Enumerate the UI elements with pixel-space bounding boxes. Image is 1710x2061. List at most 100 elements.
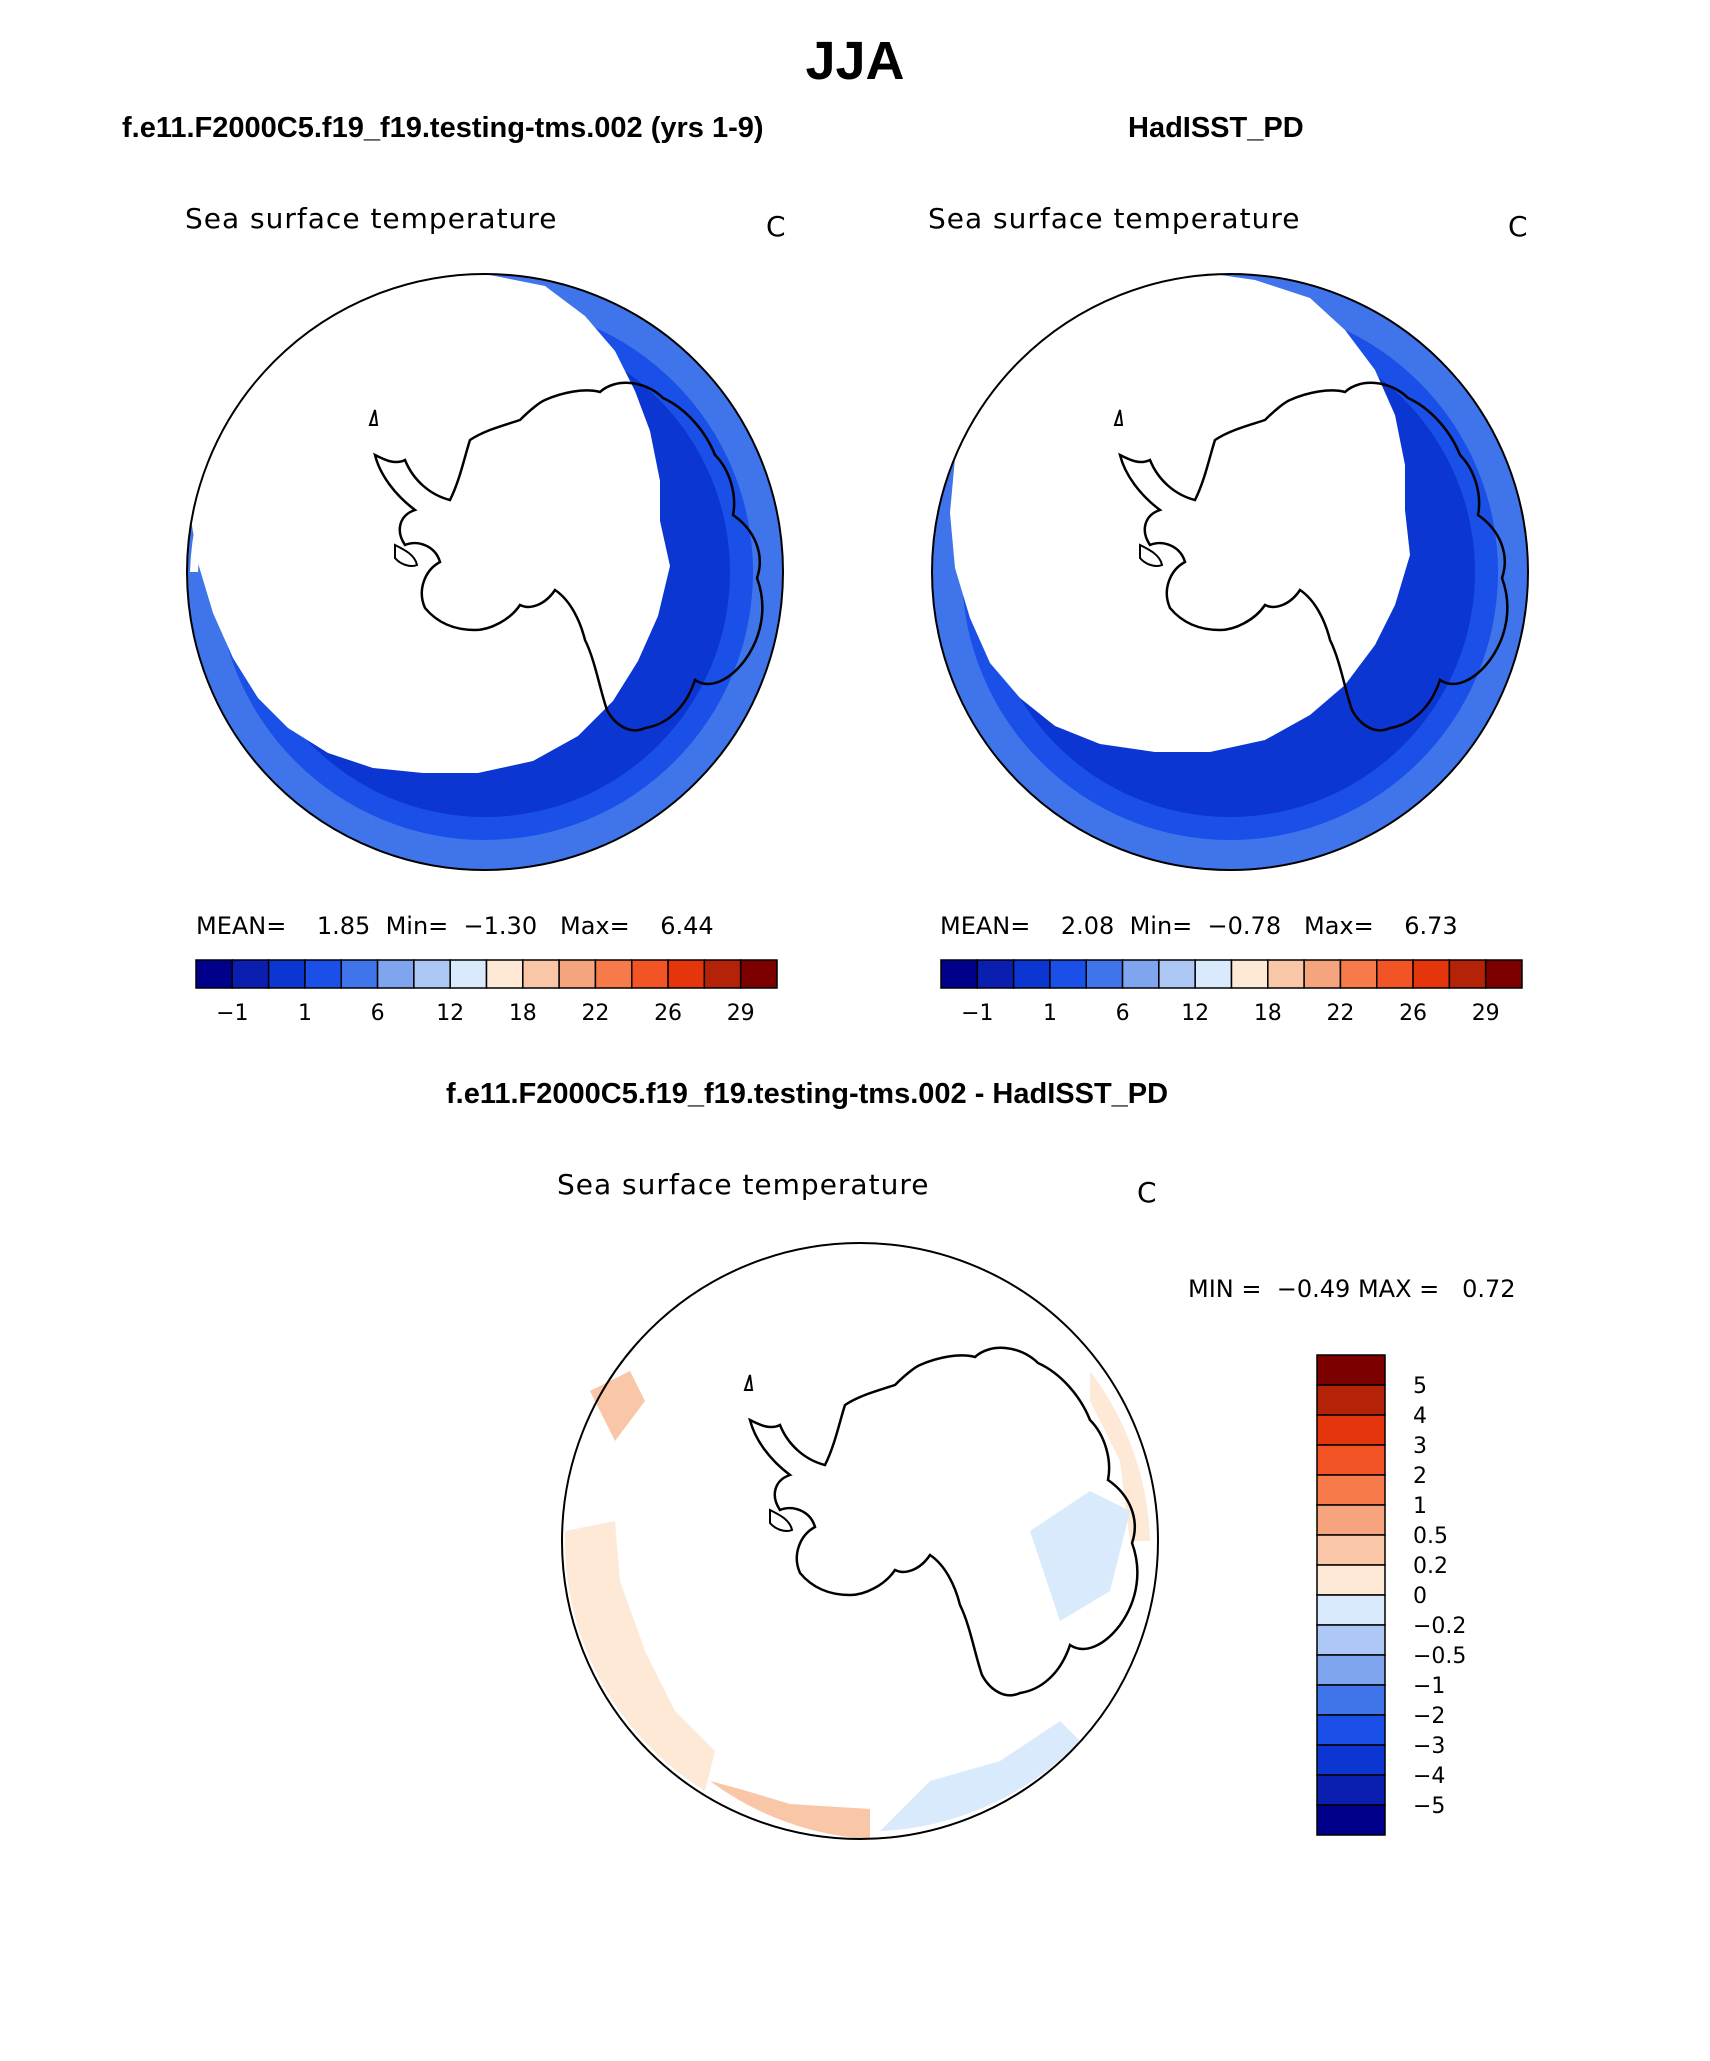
- diff-minmax: MIN = −0.49 MAX = 0.72: [1188, 1275, 1516, 1303]
- left-colorbar-swatch-5: [376, 959, 415, 989]
- left-colorbar-swatch-9: [522, 959, 560, 989]
- left-panel-header: f.e11.F2000C5.f19_f19.testing-tms.002 (y…: [122, 112, 764, 144]
- diff-colorbar-swatch-1: [1316, 1384, 1386, 1416]
- diff-colorbar-swatch-12: [1316, 1714, 1386, 1746]
- left-mean-label: MEAN=: [196, 912, 287, 940]
- diff-colorbar-swatch-8: [1316, 1594, 1386, 1626]
- left-max-label: Max=: [559, 912, 630, 940]
- right-stats: MEAN= 2.08 Min= −0.78 Max= 6.73: [940, 912, 1458, 940]
- diff-max-value: 0.72: [1462, 1275, 1516, 1303]
- diff-colorbar: 5 4 3 2 1 0.5 0.2 0 −0.2 −0.5 −1 −2 −3 −4 −5: [1316, 1354, 1466, 1836]
- diff-colorbar-tick-label-0: 5: [1413, 1374, 1427, 1399]
- diff-colorbar-swatch-5: [1316, 1504, 1386, 1536]
- diff-colorbar-tick-label-10: −1: [1413, 1674, 1445, 1699]
- diff-colorbar-swatch-13: [1316, 1744, 1386, 1776]
- diff-colorbar-swatch-0: [1316, 1354, 1386, 1386]
- left-colorbar-swatch-0: [195, 959, 234, 989]
- right-colorbar-swatch-11: [1339, 959, 1378, 989]
- left-colorbar-tick-label-3: 12: [436, 1001, 464, 1026]
- right-colorbar-tick-label-7: 29: [1472, 1001, 1500, 1026]
- right-colorbar-swatch-5: [1121, 959, 1160, 989]
- right-colorbar-swatch-15: [1484, 959, 1523, 989]
- left-colorbar-tick-label-0: −1: [216, 1001, 248, 1026]
- left-colorbar-swatch-13: [667, 959, 706, 989]
- diff-colorbar-tick-label-1: 4: [1413, 1404, 1427, 1429]
- diff-plot-title: Sea surface temperature: [557, 1168, 930, 1201]
- diff-colorbar-tick-label-12: −3: [1413, 1734, 1445, 1759]
- left-colorbar-swatch-2: [267, 959, 306, 989]
- diff-colorbar-swatch-7: [1316, 1564, 1386, 1596]
- left-colorbar-swatch-4: [340, 959, 379, 989]
- right-mean-value: 2.08: [1060, 912, 1115, 940]
- diff-colorbar-tick-label-2: 3: [1413, 1434, 1427, 1459]
- diff-colorbar-tick-label-13: −4: [1413, 1764, 1445, 1789]
- left-colorbar-tick-label-4: 18: [509, 1001, 537, 1026]
- diff-colorbar-swatch-15: [1316, 1804, 1386, 1836]
- diff-max-label: MAX =: [1357, 1275, 1440, 1303]
- right-colorbar-tick-label-0: −1: [961, 1001, 993, 1026]
- left-colorbar-swatch-12: [631, 959, 669, 989]
- left-colorbar-swatch-3: [304, 959, 342, 989]
- left-min-label: Min=: [385, 912, 449, 940]
- right-max-label: Max=: [1303, 912, 1374, 940]
- left-colorbar: −1 1 6 12 18 22 26 29: [195, 959, 778, 1026]
- right-max-value: 6.73: [1404, 912, 1458, 940]
- right-polar-map: [931, 272, 1529, 871]
- left-colorbar-swatch-1: [231, 959, 270, 989]
- right-colorbar-swatch-4: [1085, 959, 1124, 989]
- diff-colorbar-swatch-2: [1316, 1414, 1386, 1446]
- left-polar-map: [186, 269, 784, 871]
- right-colorbar-swatch-3: [1049, 959, 1087, 989]
- right-colorbar-swatch-8: [1230, 959, 1269, 989]
- right-colorbar: −1 1 6 12 18 22 26 29: [940, 959, 1523, 1026]
- diff-colorbar-swatch-14: [1316, 1774, 1386, 1806]
- diff-colorbar-tick-label-3: 2: [1413, 1464, 1427, 1489]
- diff-colorbar-tick-label-11: −2: [1413, 1704, 1445, 1729]
- left-stats: MEAN= 1.85 Min= −1.30 Max= 6.44: [196, 912, 714, 940]
- left-colorbar-tick-label-1: 1: [298, 1001, 312, 1026]
- right-colorbar-swatch-2: [1012, 959, 1051, 989]
- left-colorbar-tick-label-6: 26: [654, 1001, 682, 1026]
- right-colorbar-tick-label-4: 18: [1254, 1001, 1282, 1026]
- main-title: JJA: [805, 31, 905, 91]
- diff-colorbar-tick-label-7: 0: [1413, 1584, 1427, 1609]
- left-colorbar-swatch-8: [485, 959, 524, 989]
- diff-colorbar-tick-label-8: −0.2: [1413, 1614, 1466, 1639]
- left-units: C: [766, 210, 786, 243]
- left-colorbar-swatch-6: [413, 959, 451, 989]
- diff-units: C: [1137, 1176, 1157, 1209]
- left-min-value: −1.30: [463, 912, 538, 940]
- diff-colorbar-swatch-10: [1316, 1654, 1386, 1686]
- diff-colorbar-swatch-6: [1316, 1534, 1386, 1566]
- right-colorbar-tick-label-2: 6: [1116, 1001, 1130, 1026]
- diff-min-value: −0.49: [1276, 1275, 1351, 1303]
- right-min-value: −0.78: [1207, 912, 1282, 940]
- diff-colorbar-swatch-3: [1316, 1444, 1386, 1476]
- right-colorbar-swatch-6: [1158, 959, 1196, 989]
- diff-colorbar-swatch-11: [1316, 1684, 1386, 1716]
- left-colorbar-tick-label-2: 6: [371, 1001, 385, 1026]
- right-colorbar-swatch-1: [976, 959, 1015, 989]
- left-colorbar-swatch-11: [594, 959, 633, 989]
- diff-colorbar-tick-label-14: −5: [1413, 1794, 1445, 1819]
- right-colorbar-tick-label-1: 1: [1043, 1001, 1057, 1026]
- right-colorbar-swatch-7: [1194, 959, 1233, 989]
- diff-colorbar-swatch-4: [1316, 1474, 1386, 1506]
- diff-colorbar-tick-label-5: 0.5: [1413, 1524, 1448, 1549]
- left-colorbar-swatch-10: [558, 959, 597, 989]
- diff-polar-map: [561, 1242, 1159, 1840]
- left-mean-value: 1.85: [316, 912, 371, 940]
- right-panel-header: HadISST_PD: [1128, 112, 1304, 144]
- left-colorbar-tick-label-5: 22: [581, 1001, 609, 1026]
- right-colorbar-swatch-0: [940, 959, 979, 989]
- diff-panel-header: f.e11.F2000C5.f19_f19.testing-tms.002 - …: [446, 1078, 1169, 1110]
- right-mean-label: MEAN=: [940, 912, 1031, 940]
- left-plot-title: Sea surface temperature: [185, 202, 558, 235]
- diff-colorbar-tick-label-6: 0.2: [1413, 1554, 1448, 1579]
- right-colorbar-swatch-12: [1376, 959, 1414, 989]
- right-units: C: [1508, 210, 1528, 243]
- right-colorbar-swatch-14: [1448, 959, 1487, 989]
- diff-colorbar-tick-label-4: 1: [1413, 1494, 1427, 1519]
- right-colorbar-tick-label-5: 22: [1326, 1001, 1354, 1026]
